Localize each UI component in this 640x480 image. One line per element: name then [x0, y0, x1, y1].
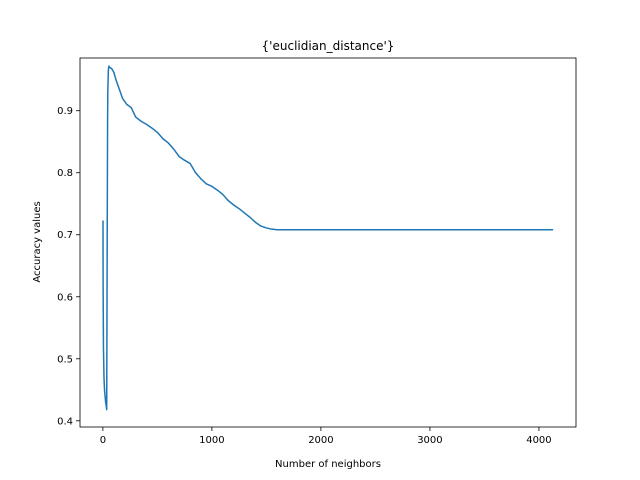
y-tick-label: 0.5	[57, 354, 73, 365]
series-line	[102, 65, 554, 411]
y-axis: 0.4 0.5 0.6 0.7 0.8 0.9	[57, 106, 80, 427]
chart-title: {'euclidian_distance'}	[262, 39, 395, 53]
x-tick-label: 1000	[199, 435, 224, 446]
x-tick-label: 4000	[526, 435, 551, 446]
x-tick-label: 3000	[417, 435, 442, 446]
y-tick-label: 0.9	[57, 106, 73, 117]
y-tick-label: 0.4	[57, 416, 73, 427]
x-axis-label: Number of neighbors	[275, 459, 381, 470]
plot-area	[102, 65, 554, 411]
x-tick-label: 0	[100, 435, 106, 446]
y-tick-label: 0.8	[57, 168, 73, 179]
x-axis: 0 1000 2000 3000 4000	[100, 427, 552, 446]
y-tick-label: 0.6	[57, 292, 73, 303]
y-tick-label: 0.7	[57, 230, 73, 241]
axes-frame	[79, 57, 577, 428]
x-tick-label: 2000	[308, 435, 333, 446]
y-axis-label: Accuracy values	[32, 201, 43, 282]
